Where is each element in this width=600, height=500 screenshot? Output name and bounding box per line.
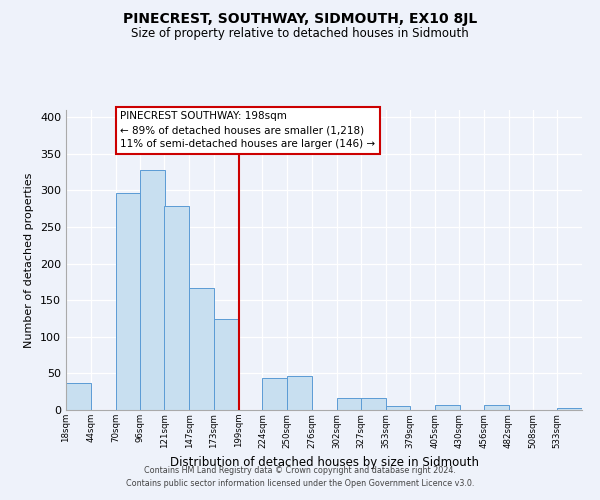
- Bar: [557, 408, 582, 410]
- Bar: [164, 206, 189, 410]
- Bar: [386, 406, 410, 410]
- Bar: [140, 170, 165, 410]
- Bar: [484, 405, 509, 410]
- Bar: [287, 376, 312, 410]
- Text: Contains HM Land Registry data © Crown copyright and database right 2024.
Contai: Contains HM Land Registry data © Crown c…: [126, 466, 474, 487]
- Bar: [116, 192, 140, 410]
- Bar: [337, 398, 362, 410]
- Bar: [214, 318, 239, 410]
- Text: PINECREST SOUTHWAY: 198sqm
← 89% of detached houses are smaller (1,218)
11% of s: PINECREST SOUTHWAY: 198sqm ← 89% of deta…: [121, 112, 376, 150]
- Bar: [262, 378, 287, 410]
- Text: Size of property relative to detached houses in Sidmouth: Size of property relative to detached ho…: [131, 28, 469, 40]
- Bar: [66, 383, 91, 410]
- Bar: [361, 398, 386, 410]
- Bar: [189, 288, 214, 410]
- X-axis label: Distribution of detached houses by size in Sidmouth: Distribution of detached houses by size …: [170, 456, 479, 469]
- Text: PINECREST, SOUTHWAY, SIDMOUTH, EX10 8JL: PINECREST, SOUTHWAY, SIDMOUTH, EX10 8JL: [123, 12, 477, 26]
- Bar: [435, 405, 460, 410]
- Y-axis label: Number of detached properties: Number of detached properties: [25, 172, 34, 348]
